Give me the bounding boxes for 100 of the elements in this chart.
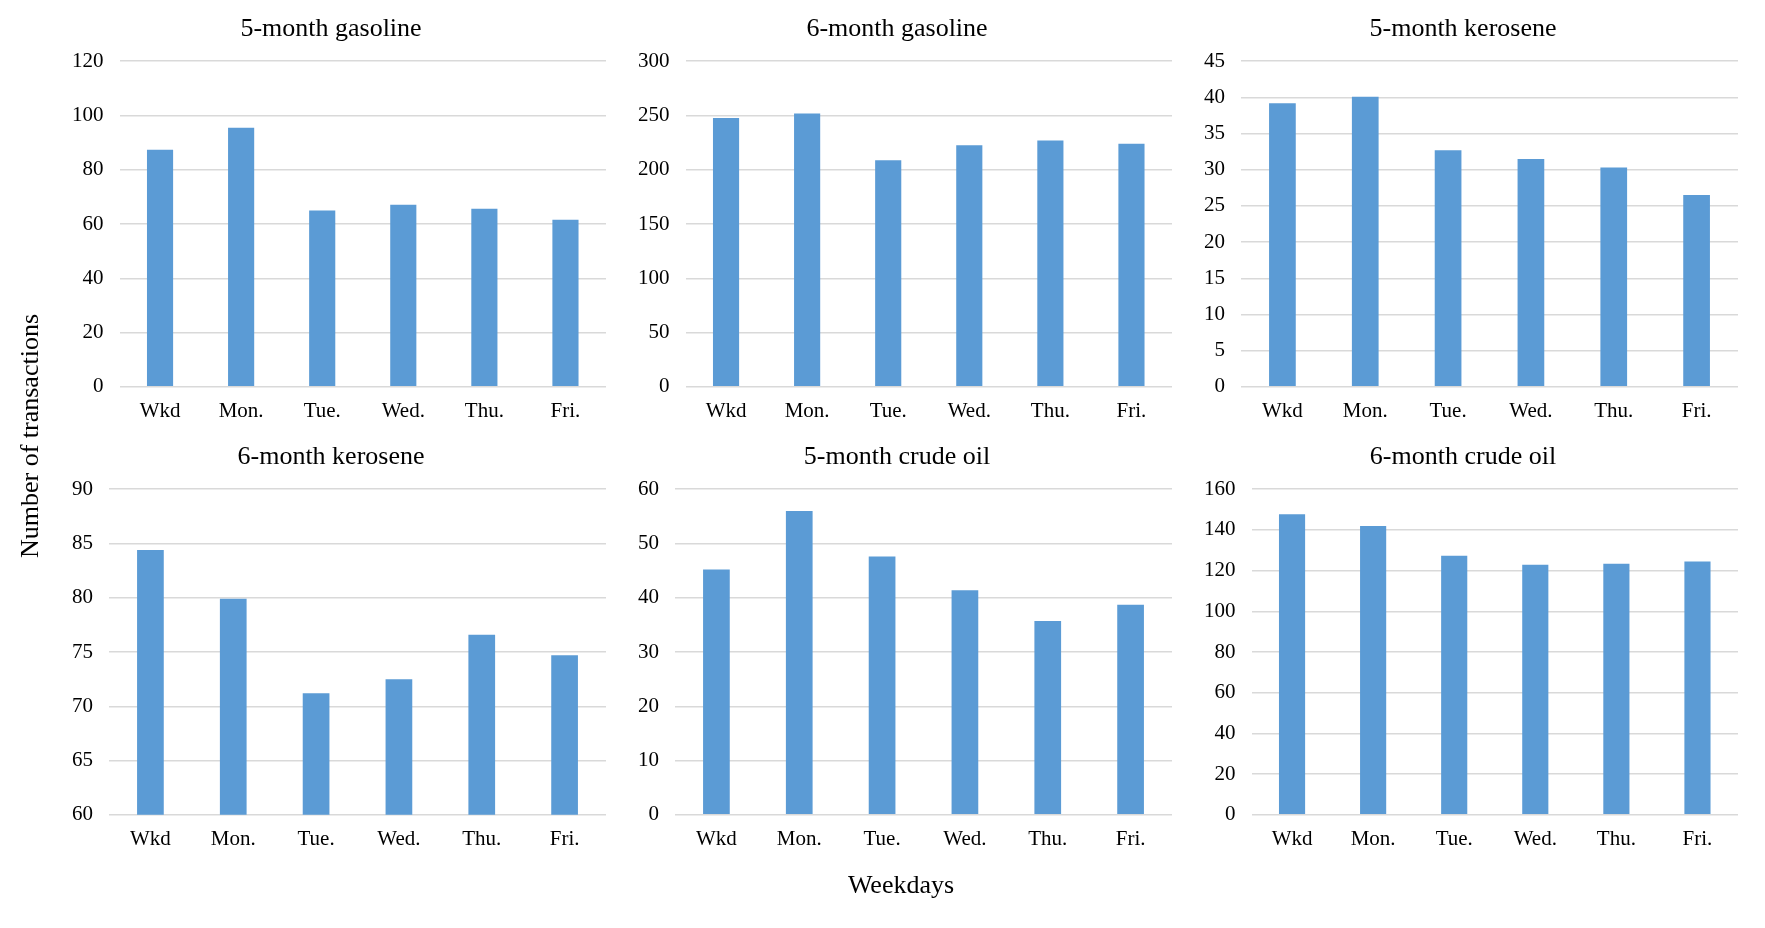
x-tick-label: Wed.	[1513, 825, 1557, 850]
y-tick-label: 120	[72, 47, 104, 72]
y-tick-label: 100	[72, 101, 104, 126]
chart-title: 5-month gasoline	[240, 13, 422, 43]
y-tick-label: 25	[1204, 192, 1225, 217]
y-tick-label: 60	[1214, 679, 1236, 704]
x-tick-label: Mon.	[210, 825, 256, 850]
bar	[1269, 103, 1296, 387]
bar	[1683, 195, 1710, 387]
x-tick-label: Fri.	[1681, 397, 1712, 422]
bar	[1278, 514, 1306, 815]
x-tick-label: Tue.	[297, 825, 335, 850]
bar	[703, 569, 730, 815]
y-tick-label: 90	[72, 475, 93, 500]
y-tick-label: 10	[638, 747, 659, 772]
y-tick-label: 60	[72, 801, 93, 826]
x-tick-label: Wed.	[1509, 397, 1553, 422]
x-tick-label: Thu.	[1030, 397, 1070, 422]
y-tick-label: 80	[82, 156, 104, 181]
x-tick-label: Fri.	[1115, 825, 1146, 850]
x-tick-label: Wed.	[377, 825, 421, 850]
bar	[785, 510, 813, 815]
x-tick-label: Tue.	[1429, 397, 1467, 422]
bar	[471, 208, 498, 387]
bar	[390, 204, 417, 387]
y-tick-label: 35	[1204, 120, 1225, 145]
x-tick-label: Wkd	[1271, 825, 1313, 850]
chart-title: 6-month gasoline	[806, 13, 988, 43]
x-tick-label: Tue.	[863, 825, 901, 850]
y-tick-label: 70	[72, 692, 93, 717]
y-tick-label: 0	[659, 373, 670, 398]
x-tick-label: Thu.	[1028, 825, 1068, 850]
x-tick-label: Fri.	[1116, 397, 1147, 422]
y-tick-label: 100	[638, 264, 670, 289]
bar	[1522, 564, 1549, 815]
x-tick-label: Wkd	[696, 825, 738, 850]
y-tick-label: 20	[1214, 760, 1236, 785]
y-tick-label: 60	[82, 210, 104, 235]
y-tick-label: 300	[638, 47, 670, 72]
bar	[1117, 604, 1144, 815]
y-tick-label: 150	[638, 210, 670, 235]
y-tick-label: 20	[638, 692, 659, 717]
bar	[552, 219, 579, 387]
y-tick-label: 100	[1204, 597, 1236, 622]
bar	[1441, 555, 1468, 815]
bar	[1351, 96, 1379, 387]
y-tick-label: 250	[638, 101, 670, 126]
y-tick-label: 20	[1204, 228, 1225, 253]
y-tick-label: 15	[1204, 264, 1225, 289]
y-tick-label: 0	[1225, 801, 1236, 826]
y-tick-label: 50	[648, 319, 670, 344]
x-tick-label: Fri.	[1682, 825, 1713, 850]
x-tick-label: Wed.	[381, 397, 425, 422]
x-tick-label: Tue.	[869, 397, 907, 422]
x-tick-label: Tue.	[1435, 825, 1473, 850]
y-tick-label: 30	[638, 638, 659, 663]
y-tick-label: 45	[1204, 47, 1225, 72]
y-tick-label: 40	[1204, 83, 1225, 108]
y-tick-label: 40	[82, 264, 104, 289]
chart-title: 6-month crude oil	[1369, 441, 1557, 471]
x-tick-label: Tue.	[303, 397, 341, 422]
bar	[1684, 561, 1711, 815]
chart-title: 5-month crude oil	[803, 441, 991, 471]
chart-title: 6-month kerosene	[237, 441, 425, 471]
y-tick-label: 80	[1214, 638, 1236, 663]
x-tick-label: Fri.	[550, 397, 581, 422]
x-tick-label: Wed.	[943, 825, 987, 850]
x-tick-label: Wkd	[705, 397, 747, 422]
x-tick-label: Mon.	[776, 825, 822, 850]
x-tick-label: Wkd	[1262, 397, 1304, 422]
bar	[951, 590, 979, 815]
bar	[146, 149, 174, 387]
y-tick-label: 85	[72, 529, 93, 554]
y-tick-label: 60	[638, 475, 659, 500]
y-tick-label: 75	[72, 638, 93, 663]
bar	[1600, 167, 1628, 387]
y-tick-label: 40	[1214, 719, 1236, 744]
bar	[1434, 150, 1462, 387]
x-tick-label: Thu.	[462, 825, 502, 850]
y-tick-label: 20	[82, 319, 104, 344]
x-tick-label: Fri.	[549, 825, 580, 850]
x-axis-title: Weekdays	[846, 870, 956, 900]
x-tick-label: Mon.	[1350, 825, 1396, 850]
bar	[1603, 563, 1630, 815]
bar	[1360, 526, 1387, 815]
bar	[309, 210, 336, 387]
x-tick-label: Thu.	[1594, 397, 1634, 422]
y-tick-label: 200	[638, 156, 670, 181]
y-tick-label: 0	[648, 801, 659, 826]
x-tick-label: Wed.	[947, 397, 991, 422]
y-tick-label: 120	[1204, 557, 1236, 582]
chart-title: 5-month kerosene	[1369, 13, 1557, 43]
x-tick-label: Thu.	[1596, 825, 1636, 850]
y-tick-label: 10	[1204, 300, 1225, 325]
x-tick-label: Mon.	[1342, 397, 1388, 422]
x-tick-label: Thu.	[464, 397, 504, 422]
bar	[868, 556, 896, 815]
y-tick-label: 140	[1204, 516, 1236, 541]
x-tick-label: Wkd	[139, 397, 181, 422]
y-axis-title: Number of transactions	[15, 313, 45, 559]
